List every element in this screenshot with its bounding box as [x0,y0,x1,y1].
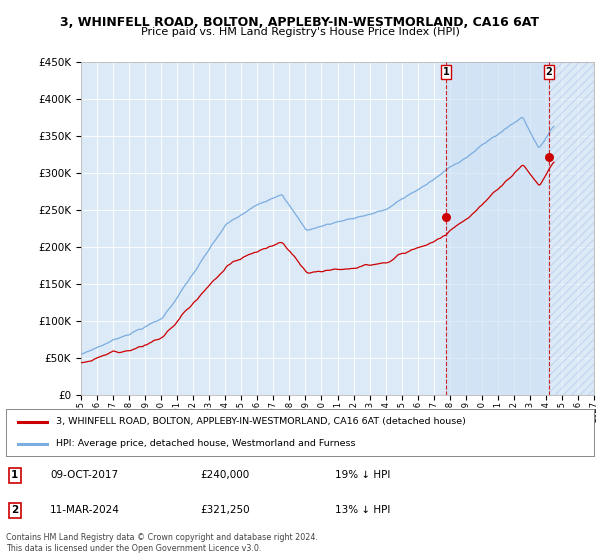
Text: 1: 1 [11,470,19,480]
Text: 1: 1 [443,67,449,77]
Text: 3, WHINFELL ROAD, BOLTON, APPLEBY-IN-WESTMORLAND, CA16 6AT (detached house): 3, WHINFELL ROAD, BOLTON, APPLEBY-IN-WES… [56,417,466,426]
Text: Contains HM Land Registry data © Crown copyright and database right 2024.
This d: Contains HM Land Registry data © Crown c… [6,533,318,553]
Text: 09-OCT-2017: 09-OCT-2017 [50,470,118,480]
Bar [549,62,594,395]
Bar [446,62,549,395]
Text: 2: 2 [11,505,19,515]
Text: 3, WHINFELL ROAD, BOLTON, APPLEBY-IN-WESTMORLAND, CA16 6AT: 3, WHINFELL ROAD, BOLTON, APPLEBY-IN-WES… [61,16,539,29]
Text: 11-MAR-2024: 11-MAR-2024 [50,505,120,515]
Text: 2: 2 [545,67,553,77]
Text: £240,000: £240,000 [200,470,249,480]
Text: Price paid vs. HM Land Registry's House Price Index (HPI): Price paid vs. HM Land Registry's House … [140,27,460,38]
Text: 13% ↓ HPI: 13% ↓ HPI [335,505,391,515]
Point [441,213,451,222]
Point [544,152,554,161]
Text: £321,250: £321,250 [200,505,250,515]
Text: 19% ↓ HPI: 19% ↓ HPI [335,470,391,480]
Text: HPI: Average price, detached house, Westmorland and Furness: HPI: Average price, detached house, West… [56,439,355,448]
